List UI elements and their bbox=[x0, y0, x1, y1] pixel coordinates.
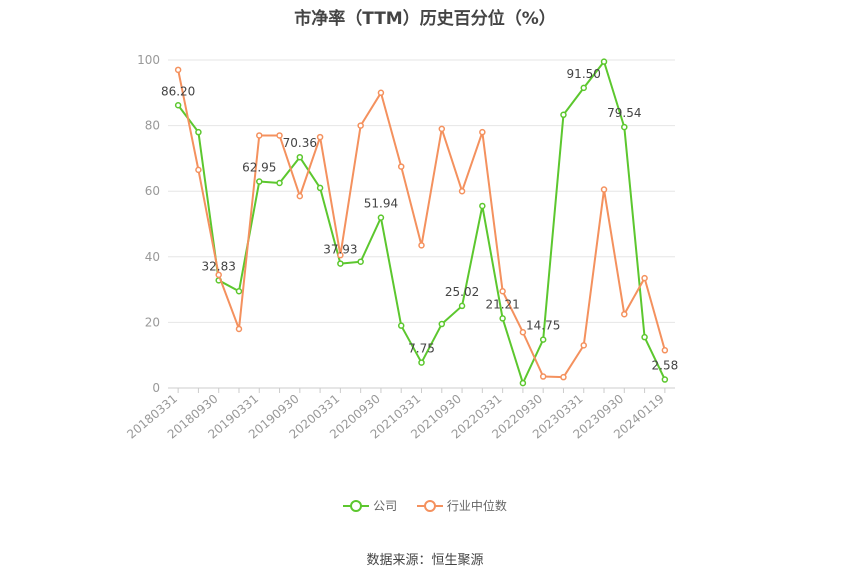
legend-label-company: 公司 bbox=[373, 499, 398, 513]
grid-layer bbox=[168, 59, 675, 323]
data-source: 数据来源：恒生聚源 bbox=[366, 553, 484, 568]
data-point-company bbox=[641, 333, 648, 341]
data-point-industry-median bbox=[479, 128, 486, 136]
data-label: 25.02 bbox=[445, 285, 479, 299]
y-tick-label: 40 bbox=[145, 250, 160, 264]
legend-label-industry-median: 行业中位数 bbox=[446, 499, 507, 513]
data-point-company bbox=[174, 102, 182, 109]
data-point-company bbox=[296, 153, 304, 161]
legend-swatch-company bbox=[343, 499, 370, 512]
data-point-company bbox=[479, 202, 486, 210]
data-point-company bbox=[337, 260, 344, 267]
data-point-industry-median bbox=[377, 89, 385, 97]
data-point-industry-median bbox=[458, 187, 466, 195]
data-point-industry-median bbox=[418, 242, 425, 249]
data-point-industry-median bbox=[438, 125, 446, 133]
data-point-company bbox=[377, 214, 385, 221]
data-point-company bbox=[539, 336, 547, 343]
data-label: 32.83 bbox=[202, 259, 236, 273]
data-point-industry-median bbox=[560, 373, 567, 381]
data-point-company bbox=[519, 379, 527, 387]
data-point-company bbox=[580, 84, 587, 92]
legend-item-company[interactable]: 公司 bbox=[343, 497, 397, 514]
data-point-industry-median bbox=[539, 373, 547, 380]
chart-title: 市净率（TTM）历史百分位（%） bbox=[294, 9, 556, 29]
data-point-industry-median bbox=[337, 251, 344, 259]
data-point-industry-median bbox=[621, 310, 628, 318]
data-point-industry-median bbox=[276, 132, 283, 139]
y-tick-label: 100 bbox=[137, 53, 160, 67]
data-point-industry-median bbox=[357, 122, 364, 129]
data-point-industry-median bbox=[256, 132, 263, 139]
data-point-company bbox=[276, 179, 283, 187]
y-tick-label: 60 bbox=[145, 184, 160, 198]
data-point-company bbox=[560, 111, 567, 119]
data-point-company bbox=[458, 302, 466, 310]
data-point-industry-median bbox=[600, 186, 608, 193]
legend-swatch-industry-median bbox=[416, 499, 443, 512]
data-point-industry-median bbox=[499, 287, 506, 295]
data-label: 37.93 bbox=[323, 243, 357, 257]
series-layer bbox=[174, 58, 669, 387]
data-point-company bbox=[418, 359, 425, 366]
data-label: 86.20 bbox=[161, 84, 195, 98]
data-point-company bbox=[621, 123, 628, 131]
axis-layer: 0204060801002018033120180930201903312019… bbox=[124, 53, 675, 442]
data-label: 7.75 bbox=[408, 342, 435, 356]
data-point-company bbox=[256, 178, 263, 185]
data-point-industry-median bbox=[296, 192, 304, 200]
data-point-company bbox=[357, 258, 364, 265]
data-label: 51.94 bbox=[364, 197, 398, 211]
y-tick-label: 80 bbox=[145, 119, 160, 133]
data-point-company bbox=[661, 376, 669, 383]
data-point-industry-median bbox=[580, 342, 587, 349]
y-tick-label: 0 bbox=[152, 381, 160, 395]
data-point-industry-median bbox=[235, 325, 243, 333]
data-point-industry-median bbox=[215, 271, 222, 279]
data-label: 70.36 bbox=[283, 136, 317, 150]
data-point-industry-median bbox=[641, 274, 648, 282]
data-point-industry-median bbox=[174, 66, 182, 74]
label-layer: 86.20 32.83 62.95 70.36 37.93 51.94 7.75 25.02 2… bbox=[161, 67, 678, 373]
data-point-industry-median bbox=[195, 166, 202, 174]
legend: 公司 行业中位数 bbox=[0, 497, 850, 516]
data-label: 21.21 bbox=[485, 297, 519, 311]
data-point-company bbox=[397, 322, 405, 329]
data-label: 62.95 bbox=[242, 161, 276, 175]
legend-item-industry-median[interactable]: 行业中位数 bbox=[416, 497, 507, 514]
data-point-industry-median bbox=[397, 163, 405, 170]
data-point-industry-median bbox=[316, 133, 324, 141]
data-point-company bbox=[316, 184, 324, 192]
y-tick-label: 20 bbox=[145, 315, 160, 329]
data-point-industry-median bbox=[519, 328, 527, 336]
data-point-company bbox=[195, 128, 202, 136]
data-point-company bbox=[600, 58, 608, 65]
data-point-company bbox=[499, 315, 506, 322]
data-label: 91.50 bbox=[567, 67, 601, 81]
data-point-industry-median bbox=[661, 347, 669, 354]
data-point-company bbox=[438, 320, 446, 328]
data-label: 2.58 bbox=[652, 359, 679, 373]
data-label: 79.54 bbox=[607, 106, 641, 120]
data-label: 14.75 bbox=[526, 319, 560, 333]
data-point-company bbox=[235, 287, 243, 295]
